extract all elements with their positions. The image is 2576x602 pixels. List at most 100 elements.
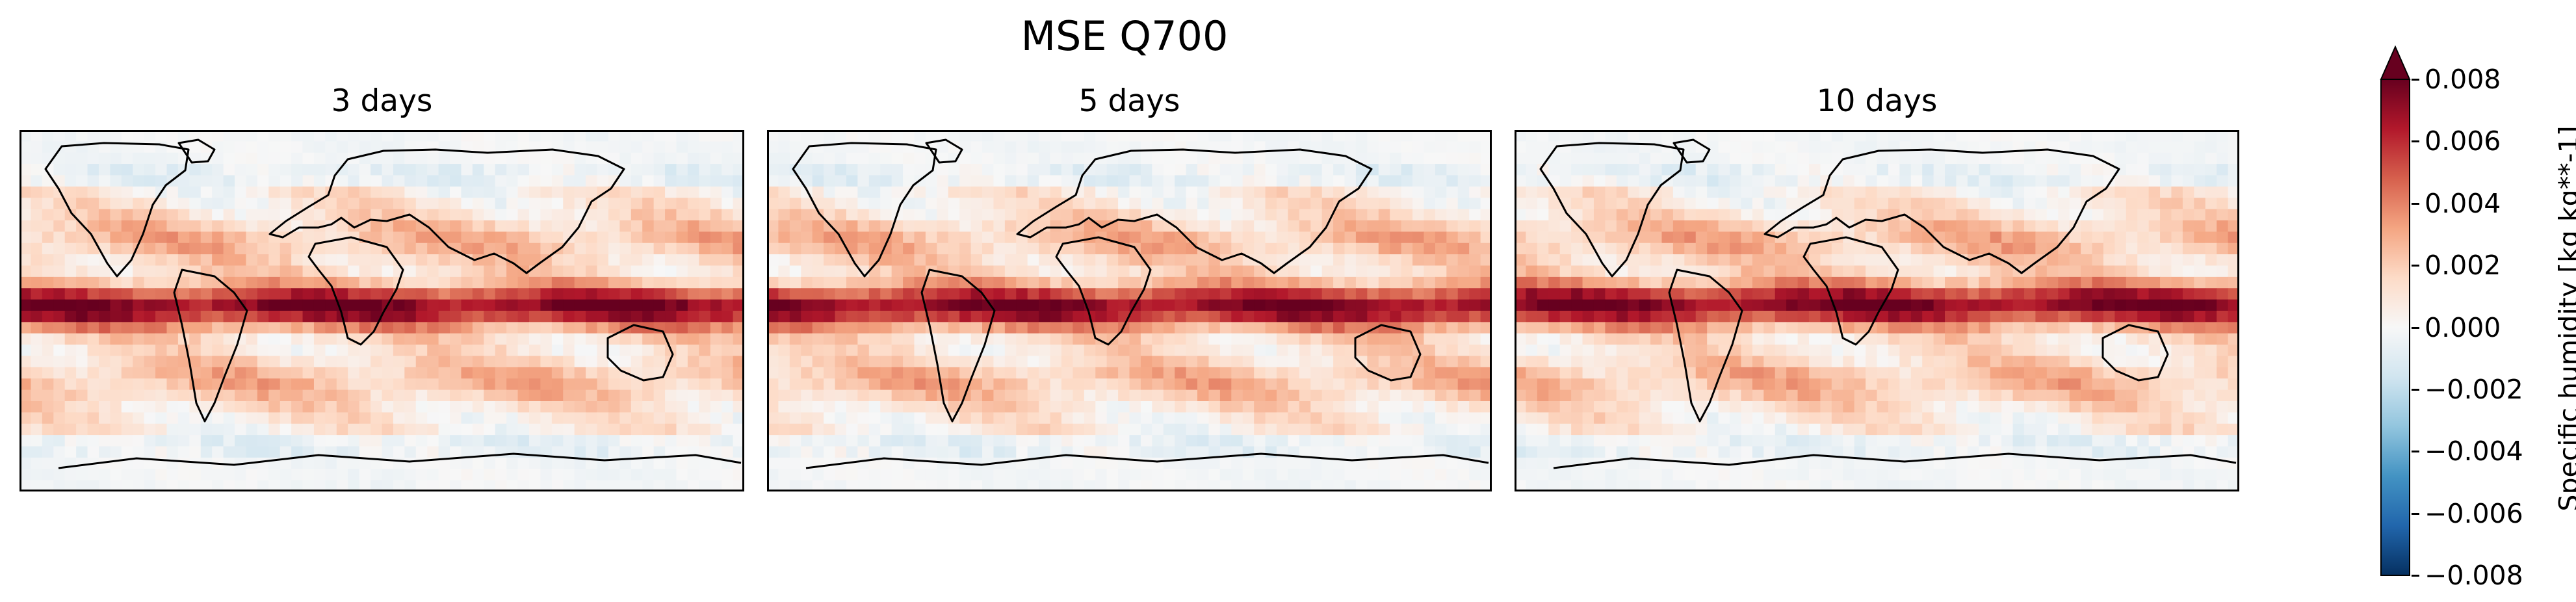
heatmap-cell <box>1106 186 1119 198</box>
heatmap-cell <box>1288 242 1300 255</box>
heatmap-cell <box>1355 276 1368 289</box>
heatmap-cell <box>42 276 54 289</box>
heatmap-cell <box>280 242 292 255</box>
heatmap-cell <box>166 345 179 357</box>
heatmap-cell <box>1786 276 1799 289</box>
heatmap-cell <box>1073 130 1085 142</box>
heatmap-cell <box>20 412 32 425</box>
heatmap-cell <box>857 333 870 345</box>
heatmap-cell <box>880 457 892 469</box>
heatmap-cell <box>993 401 1006 413</box>
heatmap-cell <box>1106 288 1119 300</box>
heatmap-cell <box>1469 209 1481 221</box>
heatmap-cell <box>914 345 926 357</box>
heatmap-cell <box>1152 198 1164 210</box>
heatmap-cell <box>653 423 666 436</box>
heatmap-cell <box>484 480 496 491</box>
heatmap-cell <box>2058 254 2070 267</box>
heatmap-cell <box>1208 299 1221 311</box>
heatmap-cell <box>177 231 190 244</box>
heatmap-cell <box>1208 242 1221 255</box>
heatmap-cell <box>1050 288 1062 300</box>
heatmap-cell <box>517 288 530 300</box>
heatmap-cell <box>268 186 281 198</box>
heatmap-cell <box>2012 175 2025 187</box>
heatmap-cell <box>189 480 202 491</box>
heatmap-cell <box>1480 412 1492 425</box>
heatmap-cell <box>2114 130 2127 142</box>
heatmap-cell <box>653 378 666 391</box>
heatmap-cell <box>495 401 507 413</box>
heatmap-cell <box>1175 423 1187 436</box>
heatmap-cell <box>1050 141 1062 153</box>
heatmap-cell <box>1605 198 1617 210</box>
heatmap-cell <box>2171 198 2183 210</box>
heatmap-cell <box>1367 446 1379 458</box>
heatmap-cell <box>835 209 847 221</box>
heatmap-cell <box>563 265 575 278</box>
heatmap-cell <box>20 231 32 244</box>
heatmap-cell <box>155 389 168 402</box>
heatmap-cell <box>1355 152 1368 164</box>
heatmap-cell <box>76 423 88 436</box>
heatmap-cell <box>506 423 519 436</box>
heatmap-cell <box>404 311 417 322</box>
heatmap-cell <box>155 141 168 153</box>
heatmap-cell <box>1639 265 1651 278</box>
heatmap-cell <box>76 446 88 458</box>
heatmap-cell <box>472 164 484 176</box>
heatmap-cell <box>1140 356 1152 368</box>
heatmap-cell <box>20 276 32 289</box>
heatmap-cell <box>1979 164 1991 176</box>
heatmap-cell <box>1140 311 1152 322</box>
heatmap-cell <box>325 345 337 357</box>
heatmap-cell <box>517 446 530 458</box>
heatmap-cell <box>699 299 711 311</box>
heatmap-cell <box>87 469 99 481</box>
heatmap-cell <box>733 435 744 447</box>
heatmap-cell <box>64 288 77 300</box>
heatmap-cell <box>1355 378 1368 391</box>
heatmap-cell <box>835 198 847 210</box>
heatmap-cell <box>1276 480 1288 491</box>
heatmap-cell <box>937 130 949 142</box>
heatmap-cell <box>1571 254 1583 267</box>
heatmap-cell <box>1197 265 1210 278</box>
heatmap-cell <box>325 265 337 278</box>
heatmap-cell <box>1945 231 1957 244</box>
heatmap-cell <box>642 333 655 345</box>
heatmap-cell <box>665 164 677 176</box>
heatmap-cell <box>246 469 258 481</box>
heatmap-cell <box>155 435 168 447</box>
heatmap-cell <box>1672 231 1685 244</box>
heatmap-cell <box>1945 198 1957 210</box>
heatmap-cell <box>1084 265 1096 278</box>
heatmap-cell <box>87 265 99 278</box>
heatmap-cell <box>371 457 383 469</box>
heatmap-cell <box>528 164 541 176</box>
heatmap-cell <box>1219 435 1232 447</box>
heatmap-cell <box>166 457 179 469</box>
heatmap-cell <box>2092 242 2104 255</box>
heatmap-cell <box>427 345 439 357</box>
heatmap-cell <box>1457 423 1470 436</box>
heatmap-cell <box>1367 152 1379 164</box>
heatmap-cell <box>189 242 202 255</box>
heatmap-cell <box>880 231 892 244</box>
heatmap-cell <box>1084 276 1096 289</box>
heatmap-cell <box>1967 186 1979 198</box>
heatmap-cell <box>846 480 858 491</box>
heatmap-cell <box>1084 288 1096 300</box>
heatmap-cell <box>1084 164 1096 176</box>
heatmap-cell <box>1231 412 1243 425</box>
heatmap-cell <box>653 469 666 481</box>
heatmap-cell <box>280 480 292 491</box>
heatmap-cell <box>313 333 326 345</box>
heatmap-cell <box>1276 333 1288 345</box>
heatmap-cell <box>1163 299 1175 311</box>
heatmap-cell <box>1741 175 1753 187</box>
heatmap-cell <box>1843 186 1855 198</box>
heatmap-cell <box>1854 198 1866 210</box>
heatmap-cell <box>631 356 643 368</box>
heatmap-cell <box>484 288 496 300</box>
